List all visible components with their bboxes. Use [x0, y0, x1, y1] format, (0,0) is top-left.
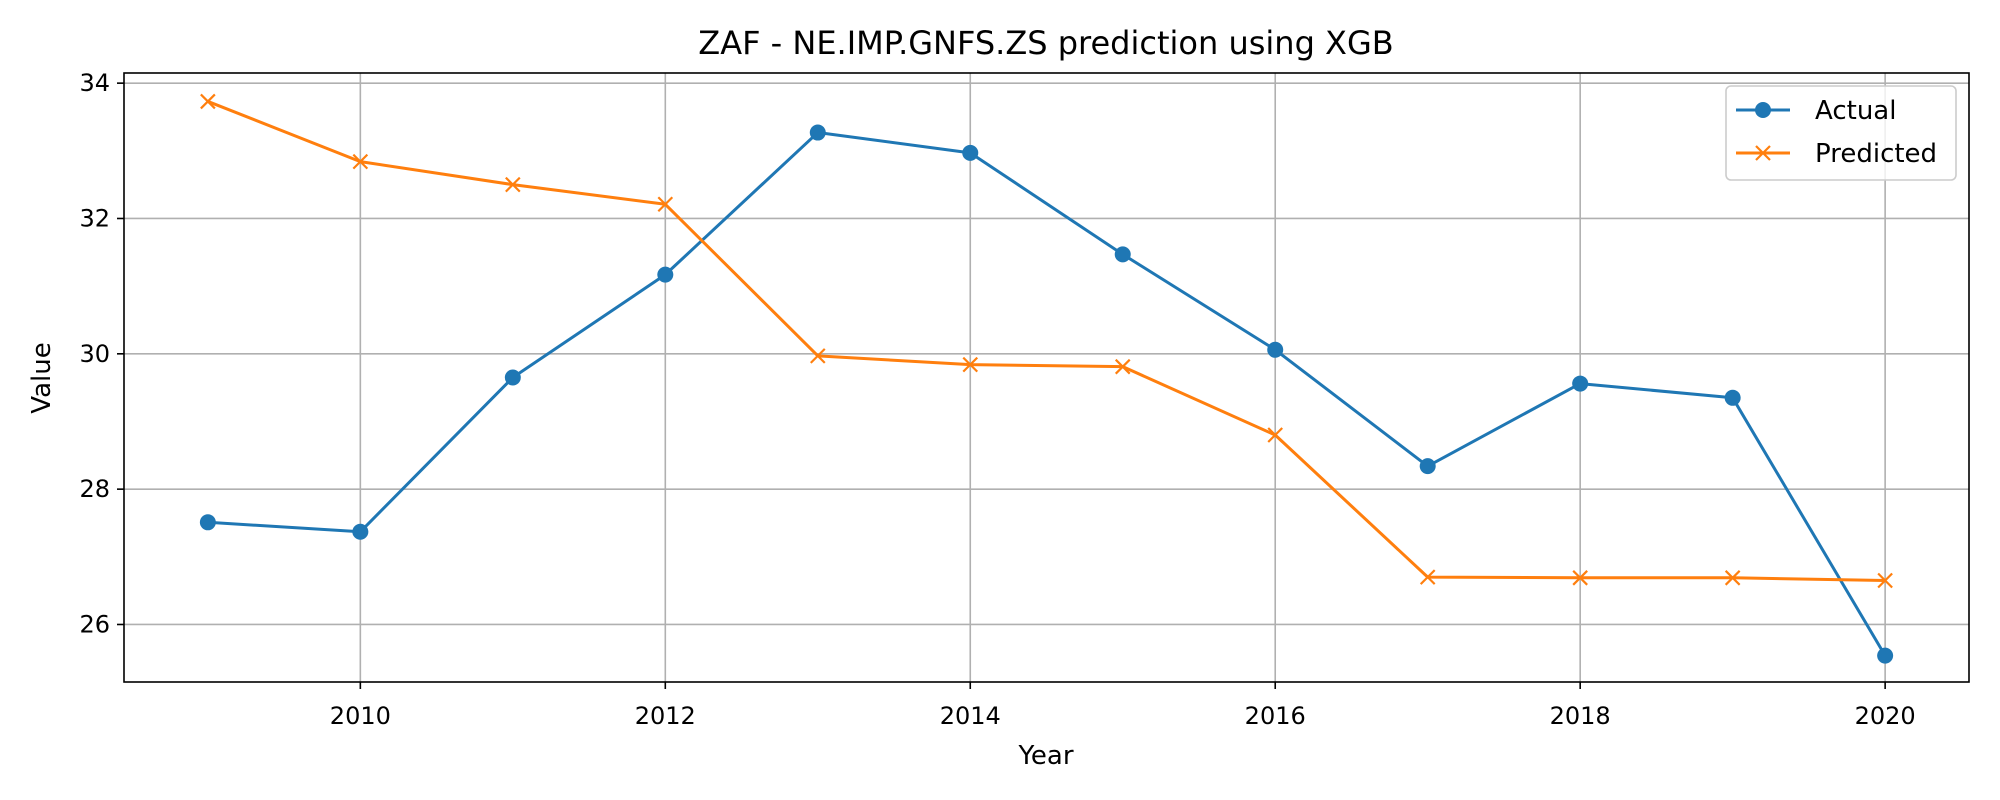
data-point — [504, 369, 521, 386]
series-line — [207, 131, 1887, 657]
data-point — [1877, 647, 1894, 664]
y-tick-label: 32 — [79, 204, 110, 232]
y-tick-label: 26 — [79, 610, 110, 638]
x-axis: 2010 2012 2014 2016 2018 2020 — [330, 682, 1916, 730]
data-point — [352, 153, 369, 170]
data-point — [1419, 458, 1436, 475]
data-point — [1114, 246, 1131, 263]
data-point — [1114, 358, 1131, 375]
data-point — [1724, 389, 1741, 406]
chart-title: ZAF - NE.IMP.GNFS.ZS prediction using XG… — [698, 24, 1393, 62]
x-tick-label: 2014 — [940, 702, 1001, 730]
y-tick-label: 34 — [79, 69, 110, 97]
data-point — [1877, 572, 1893, 589]
legend-label: Actual — [1815, 96, 1896, 126]
data-point — [1572, 375, 1589, 392]
data-point — [352, 523, 369, 540]
plot-frame — [123, 72, 1970, 683]
legend-label: Predicted — [1815, 139, 1937, 169]
legend-marker — [1755, 102, 1771, 118]
data-point — [199, 514, 216, 531]
data-point — [1419, 569, 1436, 585]
x-tick-label: 2010 — [330, 702, 391, 730]
data-point — [809, 124, 826, 141]
series-layer — [199, 93, 1894, 664]
x-tick-label: 2020 — [1855, 702, 1916, 730]
y-tick-label: 30 — [79, 340, 110, 368]
legend-marker — [1755, 145, 1771, 161]
x-axis-label: Year — [1017, 741, 1073, 771]
x-tick-label: 2012 — [635, 702, 696, 730]
x-tick-label: 2016 — [1245, 702, 1306, 730]
y-tick-label: 28 — [79, 475, 110, 503]
series-predicted — [200, 93, 1893, 589]
data-point — [1724, 570, 1741, 586]
data-point — [1572, 570, 1588, 586]
data-point — [657, 266, 674, 283]
data-point — [962, 356, 979, 373]
series-actual — [199, 124, 1894, 664]
y-axis: 26 28 30 32 34 — [79, 69, 124, 638]
y-axis-label: Value — [27, 342, 57, 413]
data-point — [962, 144, 979, 161]
legend-item: Actual — [1736, 96, 1896, 126]
series-line — [207, 100, 1886, 582]
data-point — [1267, 341, 1284, 358]
data-point — [200, 93, 216, 110]
data-point — [1267, 427, 1283, 443]
legend: Actual Predicted — [1725, 85, 1957, 181]
data-point — [657, 196, 674, 213]
x-tick-label: 2018 — [1550, 702, 1611, 730]
data-point — [810, 348, 826, 364]
legend-item: Predicted — [1736, 139, 1937, 169]
data-point — [505, 176, 521, 193]
